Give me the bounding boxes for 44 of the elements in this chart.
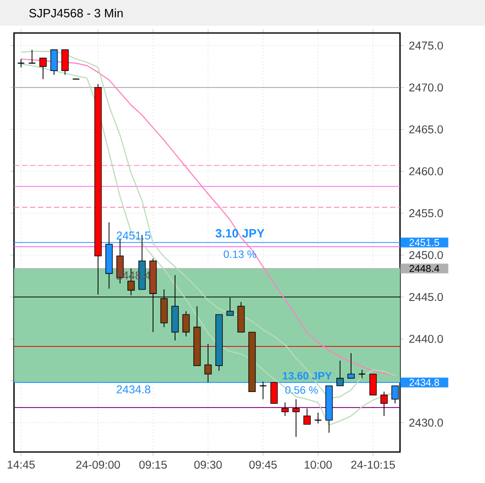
annotation: 2451.5 (116, 232, 150, 240)
annotation: 2434.8 (116, 385, 150, 394)
candlestick (17, 58, 25, 68)
y-tick-label: 2440.0 (409, 334, 443, 343)
candlestick (259, 381, 267, 400)
y-tick-label: 2475.0 (409, 42, 443, 50)
candlestick (50, 49, 58, 76)
annotation: 0.56 % (285, 386, 318, 394)
x-tick-label: 10:00 (304, 460, 332, 469)
y-tick-label: 2445.0 (409, 292, 443, 301)
candlestick (347, 352, 355, 379)
ref-line-label: 2434.8 (409, 378, 440, 386)
annotation: 2448.4 (116, 271, 150, 280)
candlestick (358, 369, 366, 379)
candlestick (303, 408, 311, 425)
candlestick (369, 374, 377, 396)
annotation: 13.60 JPY (282, 372, 332, 380)
y-tick-label: 2465.0 (409, 125, 443, 134)
candlestick (182, 310, 190, 337)
x-tick-label: 24-09:00 (76, 460, 120, 469)
candlestick (380, 391, 388, 416)
x-tick-label: 24-10:15 (351, 460, 395, 469)
x-tick-label: 09:45 (249, 460, 277, 469)
y-tick-label: 2470.0 (409, 83, 443, 92)
candlestick (28, 49, 36, 64)
candlestick (281, 402, 289, 416)
candlestick (270, 382, 278, 404)
candlestick (336, 360, 344, 386)
candlestick (39, 58, 47, 80)
x-tick-label: 14:45 (8, 460, 35, 469)
x-tick-label: 09:15 (139, 460, 167, 469)
candlestick (204, 343, 212, 383)
y-tick-label: 2460.0 (409, 167, 443, 176)
x-tick-label: 09:30 (194, 460, 222, 469)
y-tick-label: 2450.0 (409, 251, 443, 260)
candlestick (314, 412, 322, 424)
chart-title: SJPJ4568 - 3 Min (29, 8, 123, 18)
ref-line-label: 2448.4 (409, 264, 440, 272)
candlestick (61, 49, 69, 76)
candlestick (292, 398, 300, 438)
y-tick-label: 2455.0 (409, 209, 443, 218)
y-tick-label: 2430.0 (409, 418, 443, 427)
ref-line-label: 2451.5 (409, 238, 440, 246)
annotation: 3.10 JPY (216, 229, 264, 238)
